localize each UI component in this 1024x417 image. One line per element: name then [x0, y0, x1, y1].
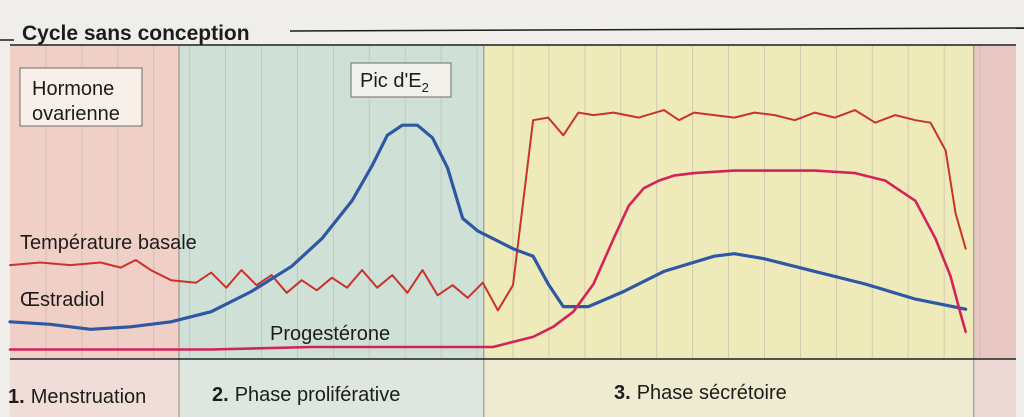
peak-label-sub: 2 — [422, 80, 429, 95]
phase-label-1: 1. Menstruation — [8, 386, 146, 408]
phase-name-3: Phase sécrétoire — [637, 382, 787, 404]
peak-label: Pic d'E2 — [360, 70, 429, 95]
phase-label-2: 2. Phase proliférative — [212, 384, 400, 406]
phase-number-1: 1. — [8, 386, 25, 408]
chart-title: Cycle sans conception — [22, 22, 250, 45]
phase-number-2: 2. — [212, 384, 229, 406]
phase-band-4 — [973, 46, 1016, 358]
phase-name-2: Phase proliférative — [235, 384, 401, 406]
peak-box — [350, 62, 452, 98]
hormone-label-line1: Hormone — [32, 78, 114, 100]
series-line-3 — [8, 169, 968, 351]
peak-label-main: Pic d'E — [360, 70, 422, 92]
phase-label-zone-1 — [10, 360, 180, 417]
phase-number-3: 3. — [614, 382, 631, 404]
hormone-label-line2: ovarienne — [32, 103, 120, 125]
series-line-2 — [8, 123, 968, 331]
phase-label-zone-2 — [179, 360, 484, 417]
series-label-temperature: Température basale — [20, 232, 197, 254]
phase-label-zone-3 — [483, 360, 974, 417]
phase-name-1: Menstruation — [31, 386, 147, 408]
hormone-box — [19, 67, 143, 127]
phase-label-zone-4 — [973, 360, 1016, 417]
series-layer — [8, 109, 968, 351]
phase-label-3: 3. Phase sécrétoire — [614, 382, 787, 404]
phase-band-2 — [179, 46, 484, 358]
series-line-1 — [9, 109, 967, 312]
series-label-estradiol: Œstradiol — [20, 289, 104, 311]
title-rule-right — [289, 27, 1024, 32]
series-label-progesterone: Progestérone — [270, 323, 390, 345]
